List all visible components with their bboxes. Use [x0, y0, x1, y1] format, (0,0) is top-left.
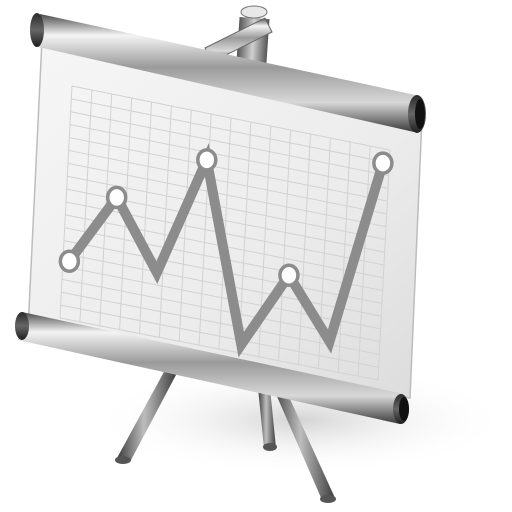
chart-data-point: [374, 153, 392, 173]
chart-data-point: [280, 265, 298, 285]
chart-data-point: [108, 187, 126, 207]
chart-data-point: [60, 251, 78, 271]
chart-data-point: [198, 150, 216, 170]
